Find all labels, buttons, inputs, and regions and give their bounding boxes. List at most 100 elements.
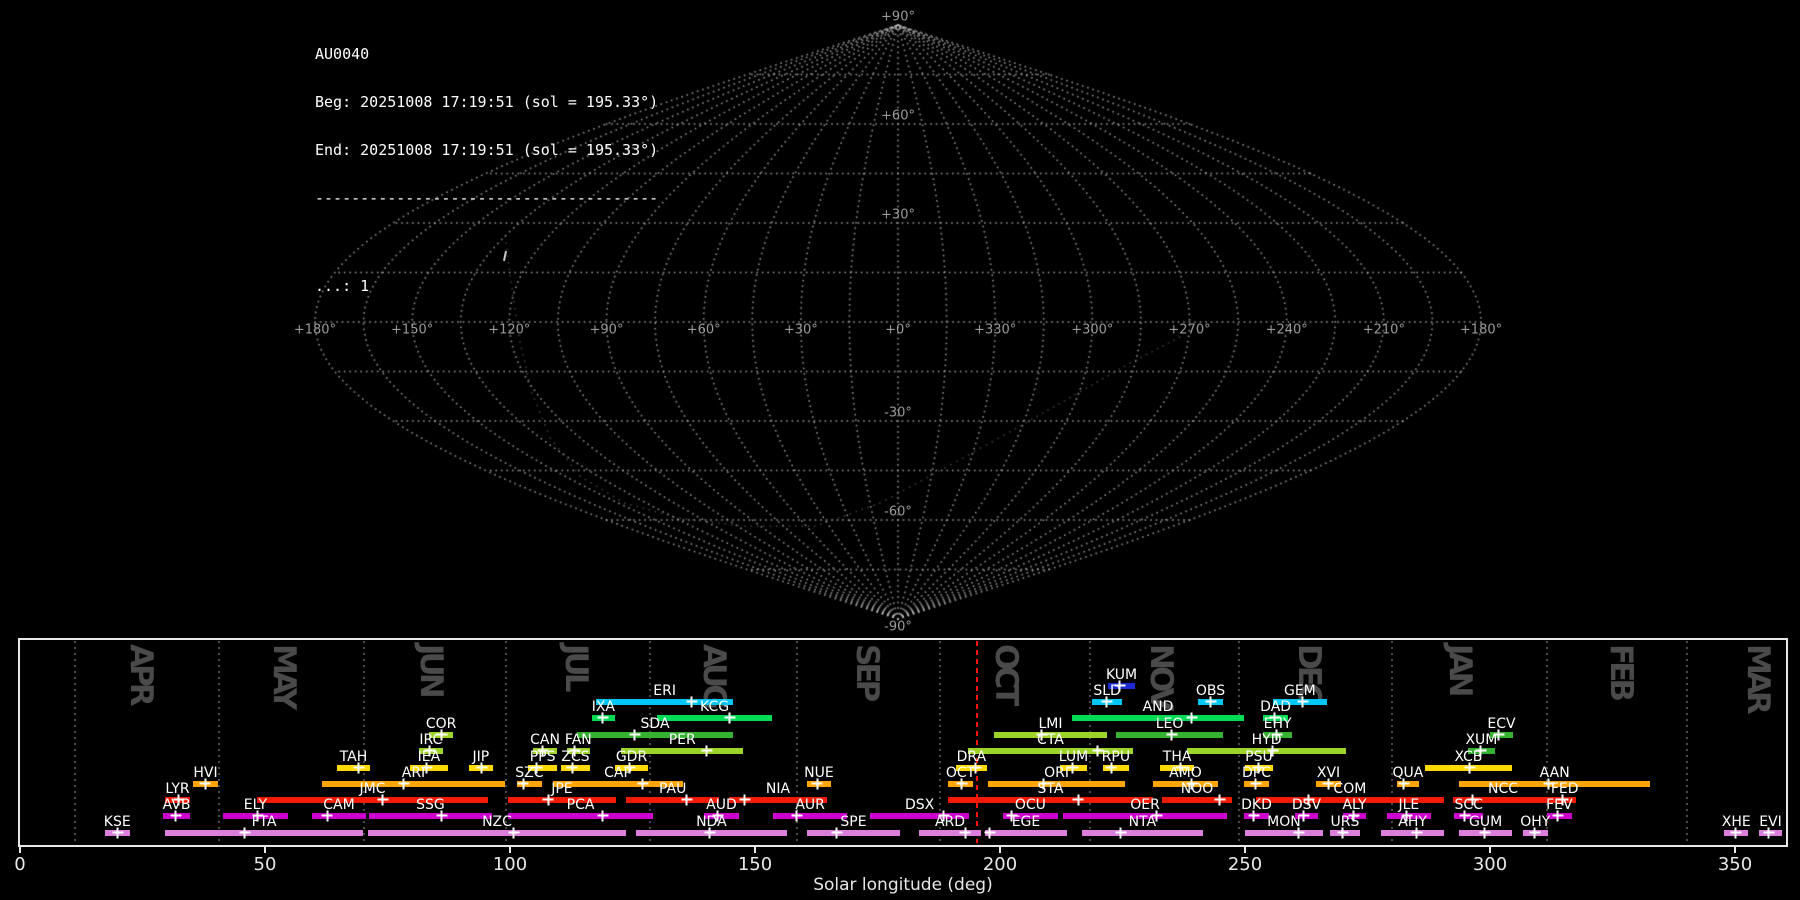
- shower-bar: [729, 797, 828, 803]
- peak-marker: [436, 729, 448, 741]
- shower-label: KCG: [700, 699, 730, 715]
- shower-label: IEA: [417, 749, 441, 765]
- shower-label: DSX: [904, 797, 935, 813]
- shower-label: ECV: [1487, 716, 1516, 732]
- shower-bar: [1255, 797, 1444, 803]
- peak-marker: [1248, 810, 1260, 822]
- shower-label: EHY: [1263, 716, 1292, 732]
- map-lon-label: +150°: [391, 322, 434, 338]
- shower-bar: [1152, 781, 1219, 787]
- month-label: APR: [123, 644, 160, 703]
- shower-label: NZC: [482, 814, 512, 830]
- peak-marker: [1293, 827, 1305, 839]
- peak-marker: [1252, 762, 1264, 774]
- peak-marker: [569, 745, 581, 757]
- peak-marker: [1114, 680, 1126, 692]
- month-gridline: [1545, 641, 1548, 843]
- shower-label: ARD: [934, 814, 966, 830]
- shower-label: NIA: [765, 781, 791, 797]
- peak-marker: [398, 778, 410, 790]
- shower-bar: [1063, 813, 1227, 819]
- shower-label: ELY: [243, 797, 268, 813]
- month-label: SEP: [849, 644, 886, 699]
- shower-bar: [984, 830, 1068, 836]
- peak-marker: [508, 827, 520, 839]
- peak-marker: [1459, 810, 1471, 822]
- map-lon-label: +270°: [1168, 322, 1211, 338]
- peak-marker: [1411, 827, 1423, 839]
- map-lon-label: +180°: [293, 322, 337, 338]
- peak-marker: [321, 810, 333, 822]
- peak-marker: [239, 827, 251, 839]
- shower-label: NDA: [696, 814, 727, 830]
- shower-label: TAH: [339, 749, 368, 765]
- x-tick-label: 350: [1717, 854, 1753, 875]
- shower-label: FTA: [251, 814, 277, 830]
- shower-label: LYR: [165, 781, 190, 797]
- map-lon-label: +330°: [974, 322, 1017, 338]
- shower-label: SZC: [515, 765, 544, 781]
- peak-marker: [811, 778, 823, 790]
- x-tick: [264, 847, 266, 853]
- shower-label: THA: [1162, 749, 1192, 765]
- peak-marker: [1529, 827, 1541, 839]
- map-lat-label: -90°: [884, 619, 912, 635]
- shower-bar: [1081, 830, 1203, 836]
- month-label: MAY: [266, 644, 303, 707]
- peak-marker: [1464, 762, 1476, 774]
- shower-label: HVI: [193, 765, 218, 781]
- shower-label: FAN: [564, 732, 592, 748]
- shower-bar: [1187, 748, 1346, 754]
- x-axis-label: Solar longitude (deg): [813, 875, 993, 895]
- peak-marker: [537, 745, 549, 757]
- shower-label: URS: [1330, 814, 1360, 830]
- x-tick-label: 200: [982, 854, 1018, 875]
- peak-marker: [704, 827, 716, 839]
- map-lon-label: +30°: [783, 322, 818, 338]
- month-gridline: [1685, 641, 1688, 843]
- x-tick: [509, 847, 511, 853]
- map-lon-label: +180°: [1459, 322, 1503, 338]
- peak-marker: [681, 794, 693, 806]
- peak-marker: [377, 794, 389, 806]
- shower-label: NCC: [1487, 781, 1518, 797]
- x-tick-label: 50: [253, 854, 277, 875]
- month-label: JUN: [413, 644, 450, 695]
- shower-label: LUM: [1058, 749, 1089, 765]
- shower-bar: [626, 797, 720, 803]
- month-label: MAR: [1740, 644, 1777, 711]
- shower-label: ERI: [653, 683, 676, 699]
- peak-marker: [970, 762, 982, 774]
- shower-label: FED: [1550, 781, 1579, 797]
- x-tick-label: 150: [737, 854, 773, 875]
- month-label: JUL: [558, 644, 595, 689]
- shower-bar: [806, 830, 901, 836]
- shower-label: PAU: [658, 781, 687, 797]
- peak-marker: [1186, 778, 1198, 790]
- peak-marker: [1101, 696, 1113, 708]
- shower-label: LEO: [1155, 716, 1184, 732]
- peak-marker: [1175, 762, 1187, 774]
- shower-bar: [1452, 797, 1554, 803]
- shower-label: GEM: [1283, 683, 1316, 699]
- shower-label: AUD: [706, 797, 737, 813]
- x-tick: [1734, 847, 1736, 853]
- peak-marker: [1267, 745, 1279, 757]
- shower-bar: [508, 813, 654, 819]
- shower-label: IRC: [419, 732, 443, 748]
- peak-marker: [1303, 794, 1315, 806]
- peak-marker: [1479, 827, 1491, 839]
- shower-label: JIP: [472, 749, 490, 765]
- map-lat-label: +30°: [881, 207, 915, 223]
- map-lon-label: +0°: [885, 322, 911, 338]
- shower-bar: [367, 830, 627, 836]
- month-label: JAN: [1442, 644, 1479, 694]
- x-tick: [1244, 847, 1246, 853]
- shower-label: RPU: [1101, 749, 1131, 765]
- peak-marker: [1038, 778, 1050, 790]
- peak-marker: [1115, 827, 1127, 839]
- shower-label: XCB: [1454, 749, 1483, 765]
- shower-bar: [368, 813, 492, 819]
- peak-marker: [1006, 810, 1018, 822]
- peak-marker: [173, 794, 185, 806]
